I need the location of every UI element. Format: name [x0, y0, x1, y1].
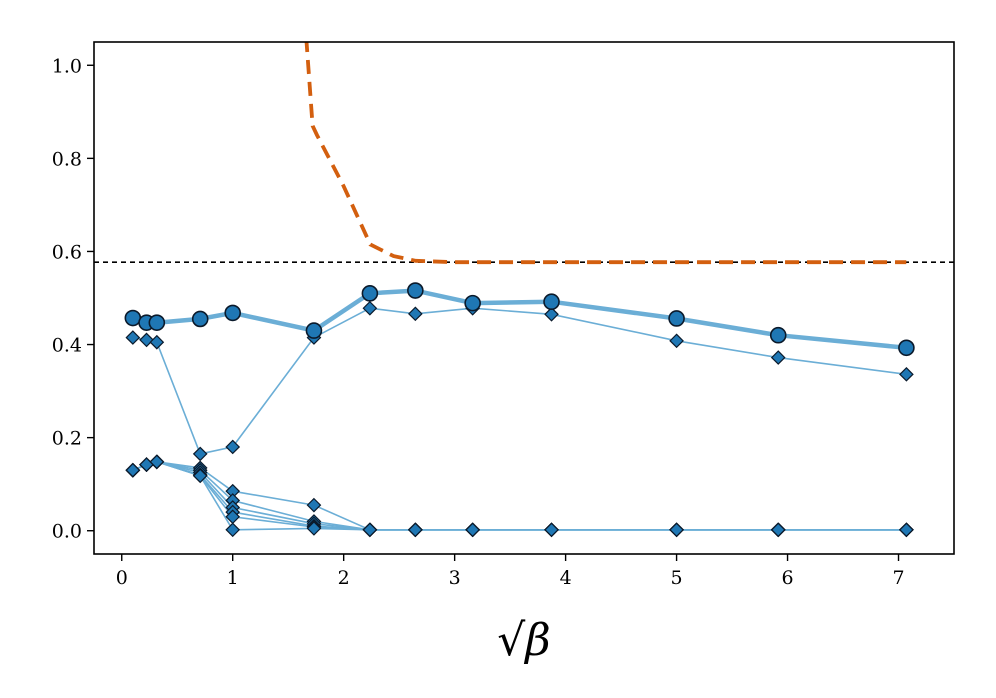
- x-tick-label: 2: [338, 567, 350, 589]
- diamond-marker: [225, 439, 241, 455]
- circle-marker: [361, 285, 379, 302]
- x-tick-label: 0: [116, 567, 128, 589]
- diamond-marker: [899, 366, 914, 382]
- diamond-marker: [149, 454, 165, 470]
- x-tick-label: 4: [560, 567, 572, 589]
- diamond-marker: [669, 333, 684, 349]
- diamond-marker: [770, 350, 786, 365]
- x-tick-label: 1: [227, 567, 239, 589]
- circle-marker: [543, 293, 560, 311]
- diamond-marker: [306, 521, 322, 536]
- diamond-marker: [125, 462, 141, 478]
- circle-marker: [769, 326, 787, 344]
- circle-marker: [464, 294, 481, 312]
- diamond-marker: [544, 522, 559, 538]
- x-tick-label: 3: [449, 567, 461, 589]
- x-tick-label: 6: [782, 567, 794, 589]
- diamond-marker: [544, 306, 559, 322]
- circle-marker: [898, 339, 915, 357]
- diamond-marker: [125, 330, 141, 345]
- diamond-series-line: [132, 307, 907, 455]
- x-tick-label: 5: [671, 567, 683, 589]
- diamond-marker: [192, 446, 208, 462]
- diamond-marker: [362, 522, 378, 538]
- y-tick-label: 0.6: [52, 241, 82, 263]
- circle-marker: [191, 310, 209, 328]
- diamond-marker: [770, 522, 786, 538]
- diamond-marker: [139, 332, 154, 348]
- diamond-marker: [192, 468, 208, 484]
- circle-marker: [305, 322, 323, 339]
- circle-marker: [224, 304, 242, 322]
- series-markers: [124, 282, 915, 538]
- circle-marker: [148, 314, 166, 331]
- diamond-marker: [225, 522, 241, 538]
- diamond-marker: [407, 522, 423, 538]
- diamond-marker: [899, 522, 914, 538]
- plot-area: [94, 42, 954, 538]
- diamond-marker: [407, 306, 423, 322]
- diamond-marker: [669, 522, 684, 538]
- circle-marker: [124, 309, 142, 327]
- y-tick-label: 0.4: [52, 335, 82, 357]
- diamond-marker: [306, 497, 322, 513]
- circle-marker: [668, 310, 685, 327]
- axis-ticks: 0 1 2 3 4 5 6 7 0.0 0.2 0.4 0.6 0.8 1.0: [52, 55, 905, 589]
- diamond-marker: [362, 300, 378, 316]
- x-axis-label: √β: [497, 615, 550, 666]
- series-lines: [132, 288, 907, 531]
- y-tick-label: 0.8: [52, 148, 82, 170]
- x-tick-label: 7: [892, 567, 904, 589]
- y-tick-label: 0.0: [52, 521, 82, 543]
- y-tick-label: 0.2: [52, 428, 82, 450]
- circle-series-line: [132, 288, 907, 351]
- plot-frame: [93, 41, 955, 555]
- diamond-marker: [465, 522, 481, 538]
- diamond-series-line: [132, 460, 907, 531]
- y-tick-label: 1.0: [52, 55, 82, 77]
- diamond-marker: [139, 457, 154, 472]
- circle-marker: [407, 282, 424, 299]
- dashed-curve: [304, 42, 907, 265]
- diamond-marker: [149, 334, 165, 350]
